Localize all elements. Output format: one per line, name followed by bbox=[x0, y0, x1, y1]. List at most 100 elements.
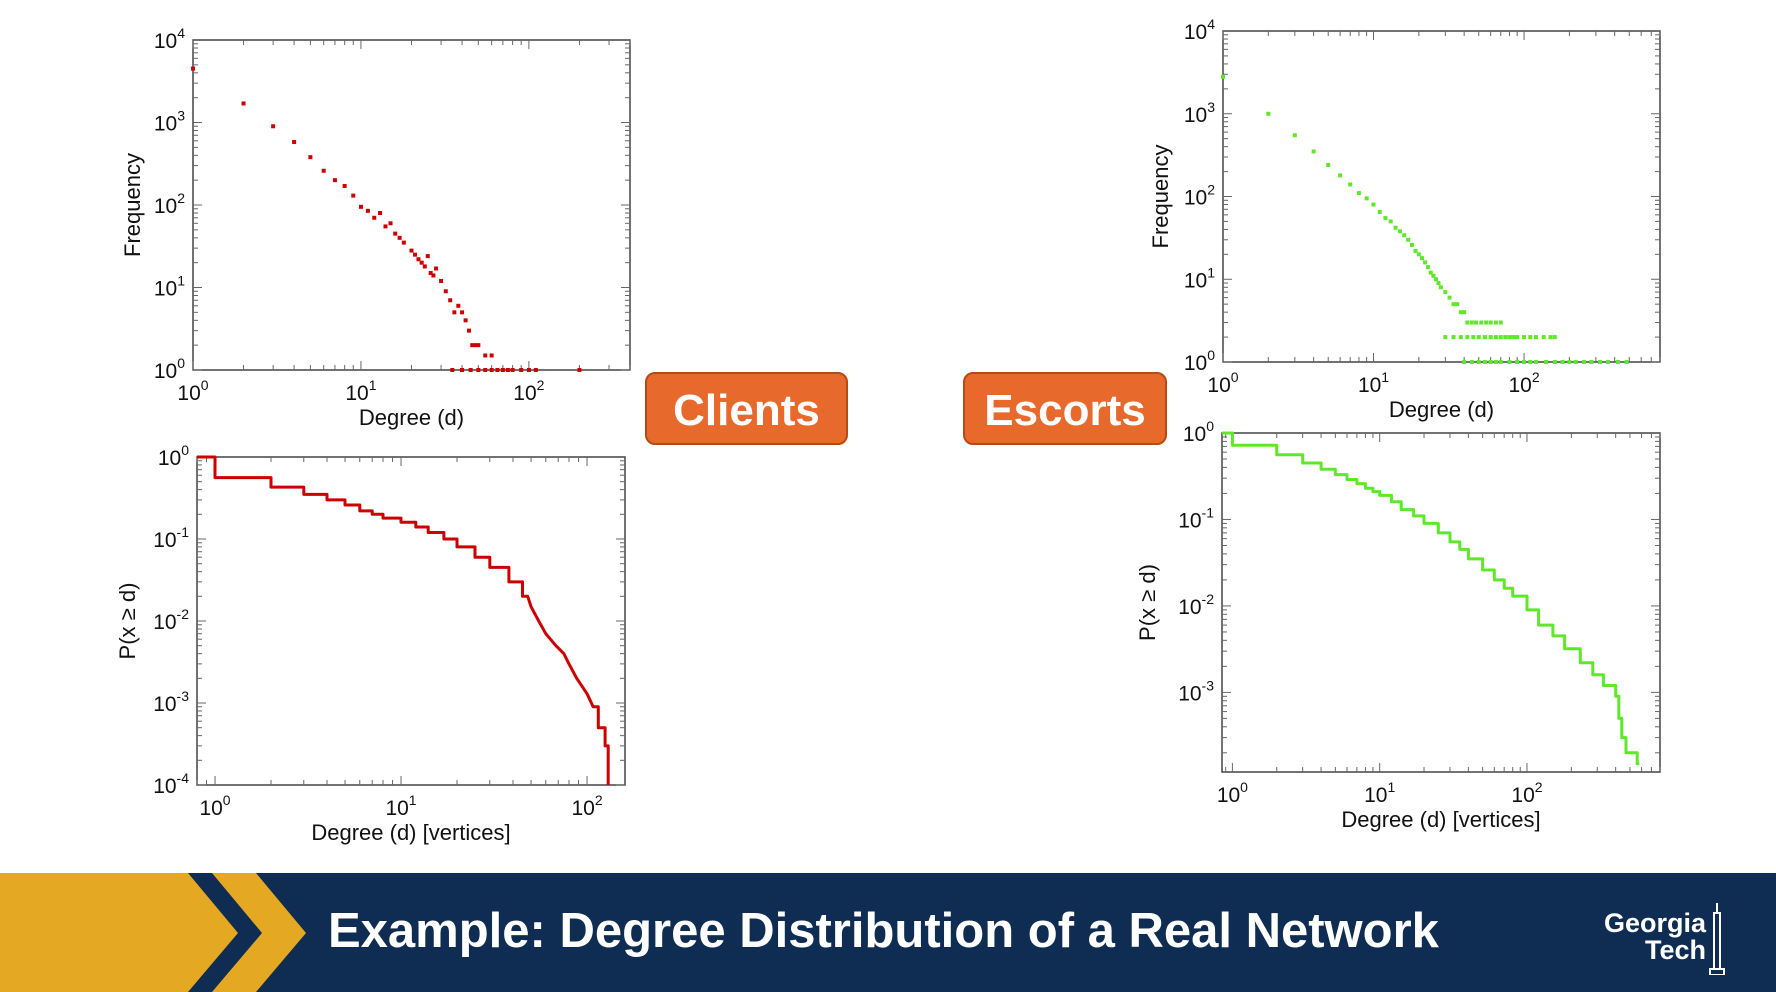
clients-degree-frequency-point bbox=[519, 368, 524, 372]
clients-degree-frequency-point bbox=[460, 368, 465, 372]
escorts-degree-frequency-ytick-label: 100 bbox=[1184, 347, 1215, 375]
escorts-degree-frequency-point bbox=[1388, 219, 1393, 224]
clients-degree-frequency-point bbox=[388, 221, 393, 226]
clients-degree-frequency-point bbox=[439, 278, 444, 283]
escorts-degree-frequency-point bbox=[1451, 302, 1456, 307]
escorts-degree-frequency-point bbox=[1488, 320, 1493, 325]
clients-degree-frequency-point bbox=[393, 231, 398, 236]
escorts-ccdf-ytick-label: 10-1 bbox=[1178, 504, 1214, 532]
clients-degree-frequency-ytick-label: 103 bbox=[154, 108, 185, 136]
clients-degree-frequency-point bbox=[358, 204, 363, 209]
clients-degree-frequency-point bbox=[428, 270, 433, 275]
clients-degree-frequency-point bbox=[425, 254, 430, 259]
escorts-degree-frequency-point bbox=[1348, 182, 1353, 187]
escorts-degree-frequency-point bbox=[1406, 237, 1411, 242]
clients-degree-frequency-point bbox=[483, 353, 488, 358]
clients-degree-frequency-point bbox=[383, 224, 388, 229]
escorts-degree-frequency-ytick-label: 101 bbox=[1184, 264, 1215, 292]
clients-degree-frequency-point bbox=[409, 248, 414, 253]
escorts-degree-frequency-point bbox=[1469, 360, 1474, 364]
escorts-ccdf-series-line bbox=[1222, 431, 1640, 766]
escorts-degree-frequency-point bbox=[1436, 281, 1441, 286]
clients-degree-frequency-point bbox=[467, 328, 472, 333]
escorts-degree-frequency-point bbox=[1458, 310, 1463, 315]
escorts-degree-frequency-point bbox=[1438, 285, 1443, 290]
clients-ccdf-frame bbox=[196, 456, 626, 786]
clients-degree-frequency-point bbox=[463, 318, 468, 323]
clients-degree-frequency-xtick-label: 101 bbox=[345, 377, 376, 405]
clients-degree-frequency-point bbox=[332, 178, 337, 183]
escorts-degree-frequency-point bbox=[1522, 360, 1527, 364]
clients-degree-frequency-point bbox=[434, 266, 439, 271]
clients-degree-frequency-point bbox=[577, 368, 582, 372]
escorts-degree-frequency-ylabel: Frequency bbox=[1148, 145, 1173, 249]
escorts-degree-frequency-point bbox=[1493, 360, 1498, 364]
escorts-degree-frequency-point bbox=[1364, 196, 1369, 201]
escorts-degree-frequency-point bbox=[1515, 360, 1520, 364]
escorts-degree-frequency-point bbox=[1589, 360, 1594, 364]
clients-degree-frequency-ylabel: Frequency bbox=[120, 153, 145, 257]
escorts-ccdf-frame bbox=[1221, 432, 1661, 773]
escorts-degree-frequency-point bbox=[1462, 310, 1467, 315]
clients-degree-frequency-point bbox=[452, 310, 457, 315]
clients-ccdf-ytick-label: 100 bbox=[158, 442, 189, 470]
escorts-degree-frequency-ytick-label: 104 bbox=[1184, 16, 1215, 44]
clients-degree-frequency-point bbox=[416, 257, 421, 262]
tower-icon bbox=[1709, 903, 1725, 975]
clients-degree-frequency-point bbox=[191, 66, 195, 71]
escorts-degree-frequency-point bbox=[1515, 335, 1520, 340]
clients-ccdf-ytick-label: 10-3 bbox=[153, 688, 189, 716]
logo-line2: Tech bbox=[1644, 935, 1706, 965]
escorts-degree-frequency-point bbox=[1581, 360, 1586, 364]
clients-degree-frequency-point bbox=[468, 368, 473, 372]
clients-ccdf-ytick-label: 10-1 bbox=[153, 524, 189, 552]
escorts-degree-frequency-point bbox=[1522, 335, 1527, 340]
escorts-degree-frequency-point bbox=[1451, 335, 1456, 340]
escorts-degree-frequency-point bbox=[1573, 360, 1578, 364]
escorts-degree-frequency-point bbox=[1533, 360, 1538, 364]
escorts-degree-frequency-point bbox=[1493, 335, 1498, 340]
clients-degree-frequency-ytick-label: 102 bbox=[154, 190, 185, 218]
escorts-degree-frequency-point bbox=[1465, 320, 1470, 325]
escorts-degree-frequency-point bbox=[1507, 335, 1512, 340]
escorts-degree-frequency-xtick-label: 102 bbox=[1508, 369, 1539, 397]
clients-degree-frequency-point bbox=[526, 368, 531, 372]
escorts-degree-frequency-point bbox=[1398, 229, 1403, 234]
escorts-degree-frequency-point bbox=[1552, 335, 1557, 340]
clients-degree-frequency-point bbox=[476, 368, 481, 372]
escorts-degree-frequency-point bbox=[1528, 360, 1533, 364]
clients-degree-frequency-point bbox=[365, 208, 370, 213]
clients-degree-frequency-point bbox=[431, 273, 436, 278]
escorts-degree-frequency-point bbox=[1615, 360, 1620, 364]
escorts-degree-frequency-point bbox=[1311, 149, 1316, 154]
clients-degree-frequency-point bbox=[450, 368, 455, 372]
clients-ccdf-ylabel: P(x ≥ d) bbox=[115, 583, 140, 660]
escorts-degree-frequency-point bbox=[1423, 260, 1428, 265]
escorts-degree-frequency-point bbox=[1455, 302, 1460, 307]
escorts-degree-frequency-point bbox=[1498, 335, 1503, 340]
logo-line1: Georgia bbox=[1603, 908, 1706, 938]
escorts-degree-frequency-point bbox=[1377, 209, 1382, 214]
escorts-ccdf-xtick-label: 102 bbox=[1511, 779, 1542, 807]
clients-ccdf-xlabel: Degree (d) [vertices] bbox=[311, 820, 510, 845]
clients-ccdf-xtick-label: 101 bbox=[385, 792, 416, 820]
clients-degree-frequency-point bbox=[241, 101, 246, 106]
georgia-tech-logo: Georgia Tech bbox=[1560, 903, 1730, 975]
escorts-ccdf-xtick-label: 100 bbox=[1217, 779, 1248, 807]
clients-degree-frequency-xtick-label: 102 bbox=[513, 377, 544, 405]
clients-degree-frequency-ytick-label: 104 bbox=[154, 25, 185, 53]
clients-ccdf-xtick-label: 102 bbox=[571, 792, 602, 820]
escorts-degree-frequency-point bbox=[1420, 256, 1425, 261]
escorts-degree-frequency-point bbox=[1383, 215, 1388, 220]
escorts-degree-frequency-point bbox=[1528, 335, 1533, 340]
escorts-degree-frequency-point bbox=[1503, 335, 1508, 340]
escorts-degree-frequency-point bbox=[1605, 360, 1610, 364]
clients-degree-frequency-point bbox=[476, 343, 481, 348]
escorts-degree-frequency-point bbox=[1458, 335, 1463, 340]
escorts-degree-frequency-point bbox=[1498, 360, 1503, 364]
clients-degree-frequency-point bbox=[500, 368, 505, 372]
escorts-degree-frequency-frame bbox=[1222, 30, 1661, 363]
escorts-degree-frequency-point bbox=[1552, 360, 1557, 364]
escorts-degree-frequency-point bbox=[1428, 270, 1433, 275]
escorts-degree-frequency-point bbox=[1326, 163, 1331, 168]
